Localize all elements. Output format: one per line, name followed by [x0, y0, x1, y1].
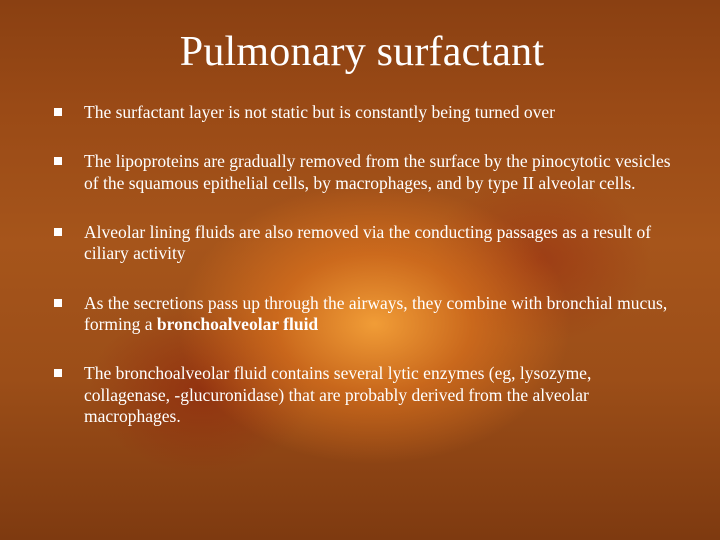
bullet-text-bold: bronchoalveolar fluid	[157, 314, 318, 334]
bullet-text: The bronchoalveolar fluid contains sever…	[84, 363, 672, 427]
square-bullet-icon	[54, 299, 62, 307]
bullet-text: The surfactant layer is not static but i…	[84, 102, 672, 123]
list-item: As the secretions pass up through the ai…	[52, 293, 672, 336]
bullet-text: As the secretions pass up through the ai…	[84, 293, 672, 336]
square-bullet-icon	[54, 108, 62, 116]
square-bullet-icon	[54, 228, 62, 236]
list-item: The bronchoalveolar fluid contains sever…	[52, 363, 672, 427]
list-item: Alveolar lining fluids are also removed …	[52, 222, 672, 265]
bullet-text: The lipoproteins are gradually removed f…	[84, 151, 672, 194]
bullet-text: Alveolar lining fluids are also removed …	[84, 222, 672, 265]
square-bullet-icon	[54, 157, 62, 165]
list-item: The lipoproteins are gradually removed f…	[52, 151, 672, 194]
slide-container: Pulmonary surfactant The surfactant laye…	[0, 0, 720, 540]
square-bullet-icon	[54, 369, 62, 377]
list-item: The surfactant layer is not static but i…	[52, 102, 672, 123]
bullet-list: The surfactant layer is not static but i…	[44, 102, 680, 427]
slide-title: Pulmonary surfactant	[44, 28, 680, 76]
